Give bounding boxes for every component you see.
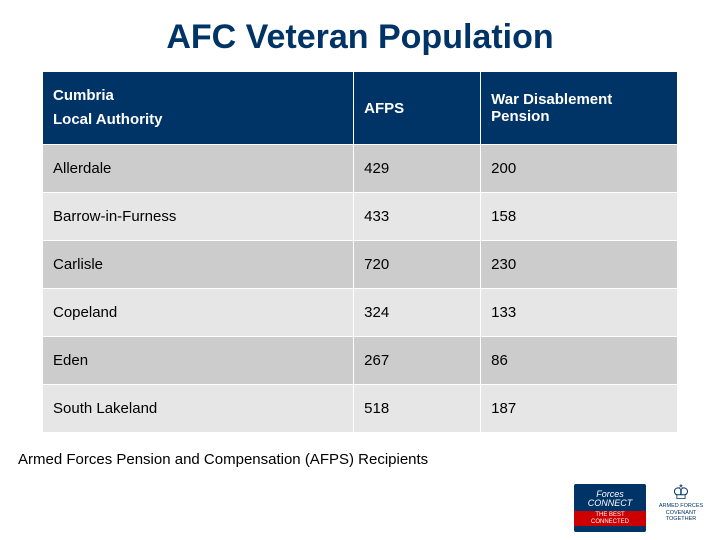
cell-authority: Barrow-in-Furness [43,193,354,241]
cell-afps: 429 [354,145,481,193]
table-row: Eden 267 86 [43,337,678,385]
covenant-line2: COVENANT [666,510,697,517]
cell-afps: 267 [354,337,481,385]
table-row: South Lakeland 518 187 [43,385,678,433]
logo-line2: CONNECT [588,499,633,509]
cell-authority: Allerdale [43,145,354,193]
cell-afps: 518 [354,385,481,433]
forces-connect-logo: Forces CONNECT THE BEST CONNECTED [574,484,646,532]
table-row: Carlisle 720 230 [43,241,678,289]
cell-wdp: 230 [481,241,678,289]
cell-wdp: 158 [481,193,678,241]
col-header-wdp: War Disablement Pension [481,72,678,145]
header-line1: Cumbria [53,87,114,104]
table-body: Allerdale 429 200 Barrow-in-Furness 433 … [43,145,678,433]
logo-area: Forces CONNECT THE BEST CONNECTED ♔ ARME… [574,474,710,532]
cell-wdp: 187 [481,385,678,433]
cell-authority: Eden [43,337,354,385]
cell-wdp: 200 [481,145,678,193]
col-header-authority: Cumbria Local Authority [43,72,354,145]
page-title: AFC Veteran Population [0,0,720,71]
cell-afps: 720 [354,241,481,289]
col-header-afps: AFPS [354,72,481,145]
table-row: Barrow-in-Furness 433 158 [43,193,678,241]
covenant-line1: ARMED FORCES [659,503,703,510]
table-row: Allerdale 429 200 [43,145,678,193]
header-line2: Local Authority [53,111,162,128]
covenant-tag: TOGETHER [666,516,696,523]
cell-authority: Copeland [43,289,354,337]
veteran-population-table: Cumbria Local Authority AFPS War Disable… [42,71,678,433]
footer-caption: Armed Forces Pension and Compensation (A… [0,433,720,468]
cell-authority: Carlisle [43,241,354,289]
table-row: Copeland 324 133 [43,289,678,337]
armed-forces-covenant-logo: ♔ ARMED FORCES COVENANT TOGETHER [652,474,710,532]
cell-afps: 324 [354,289,481,337]
crest-icon: ♔ [672,483,690,503]
logo-tag: THE BEST CONNECTED [574,511,646,526]
cell-wdp: 86 [481,337,678,385]
cell-afps: 433 [354,193,481,241]
table-header-row: Cumbria Local Authority AFPS War Disable… [43,72,678,145]
cell-authority: South Lakeland [43,385,354,433]
cell-wdp: 133 [481,289,678,337]
